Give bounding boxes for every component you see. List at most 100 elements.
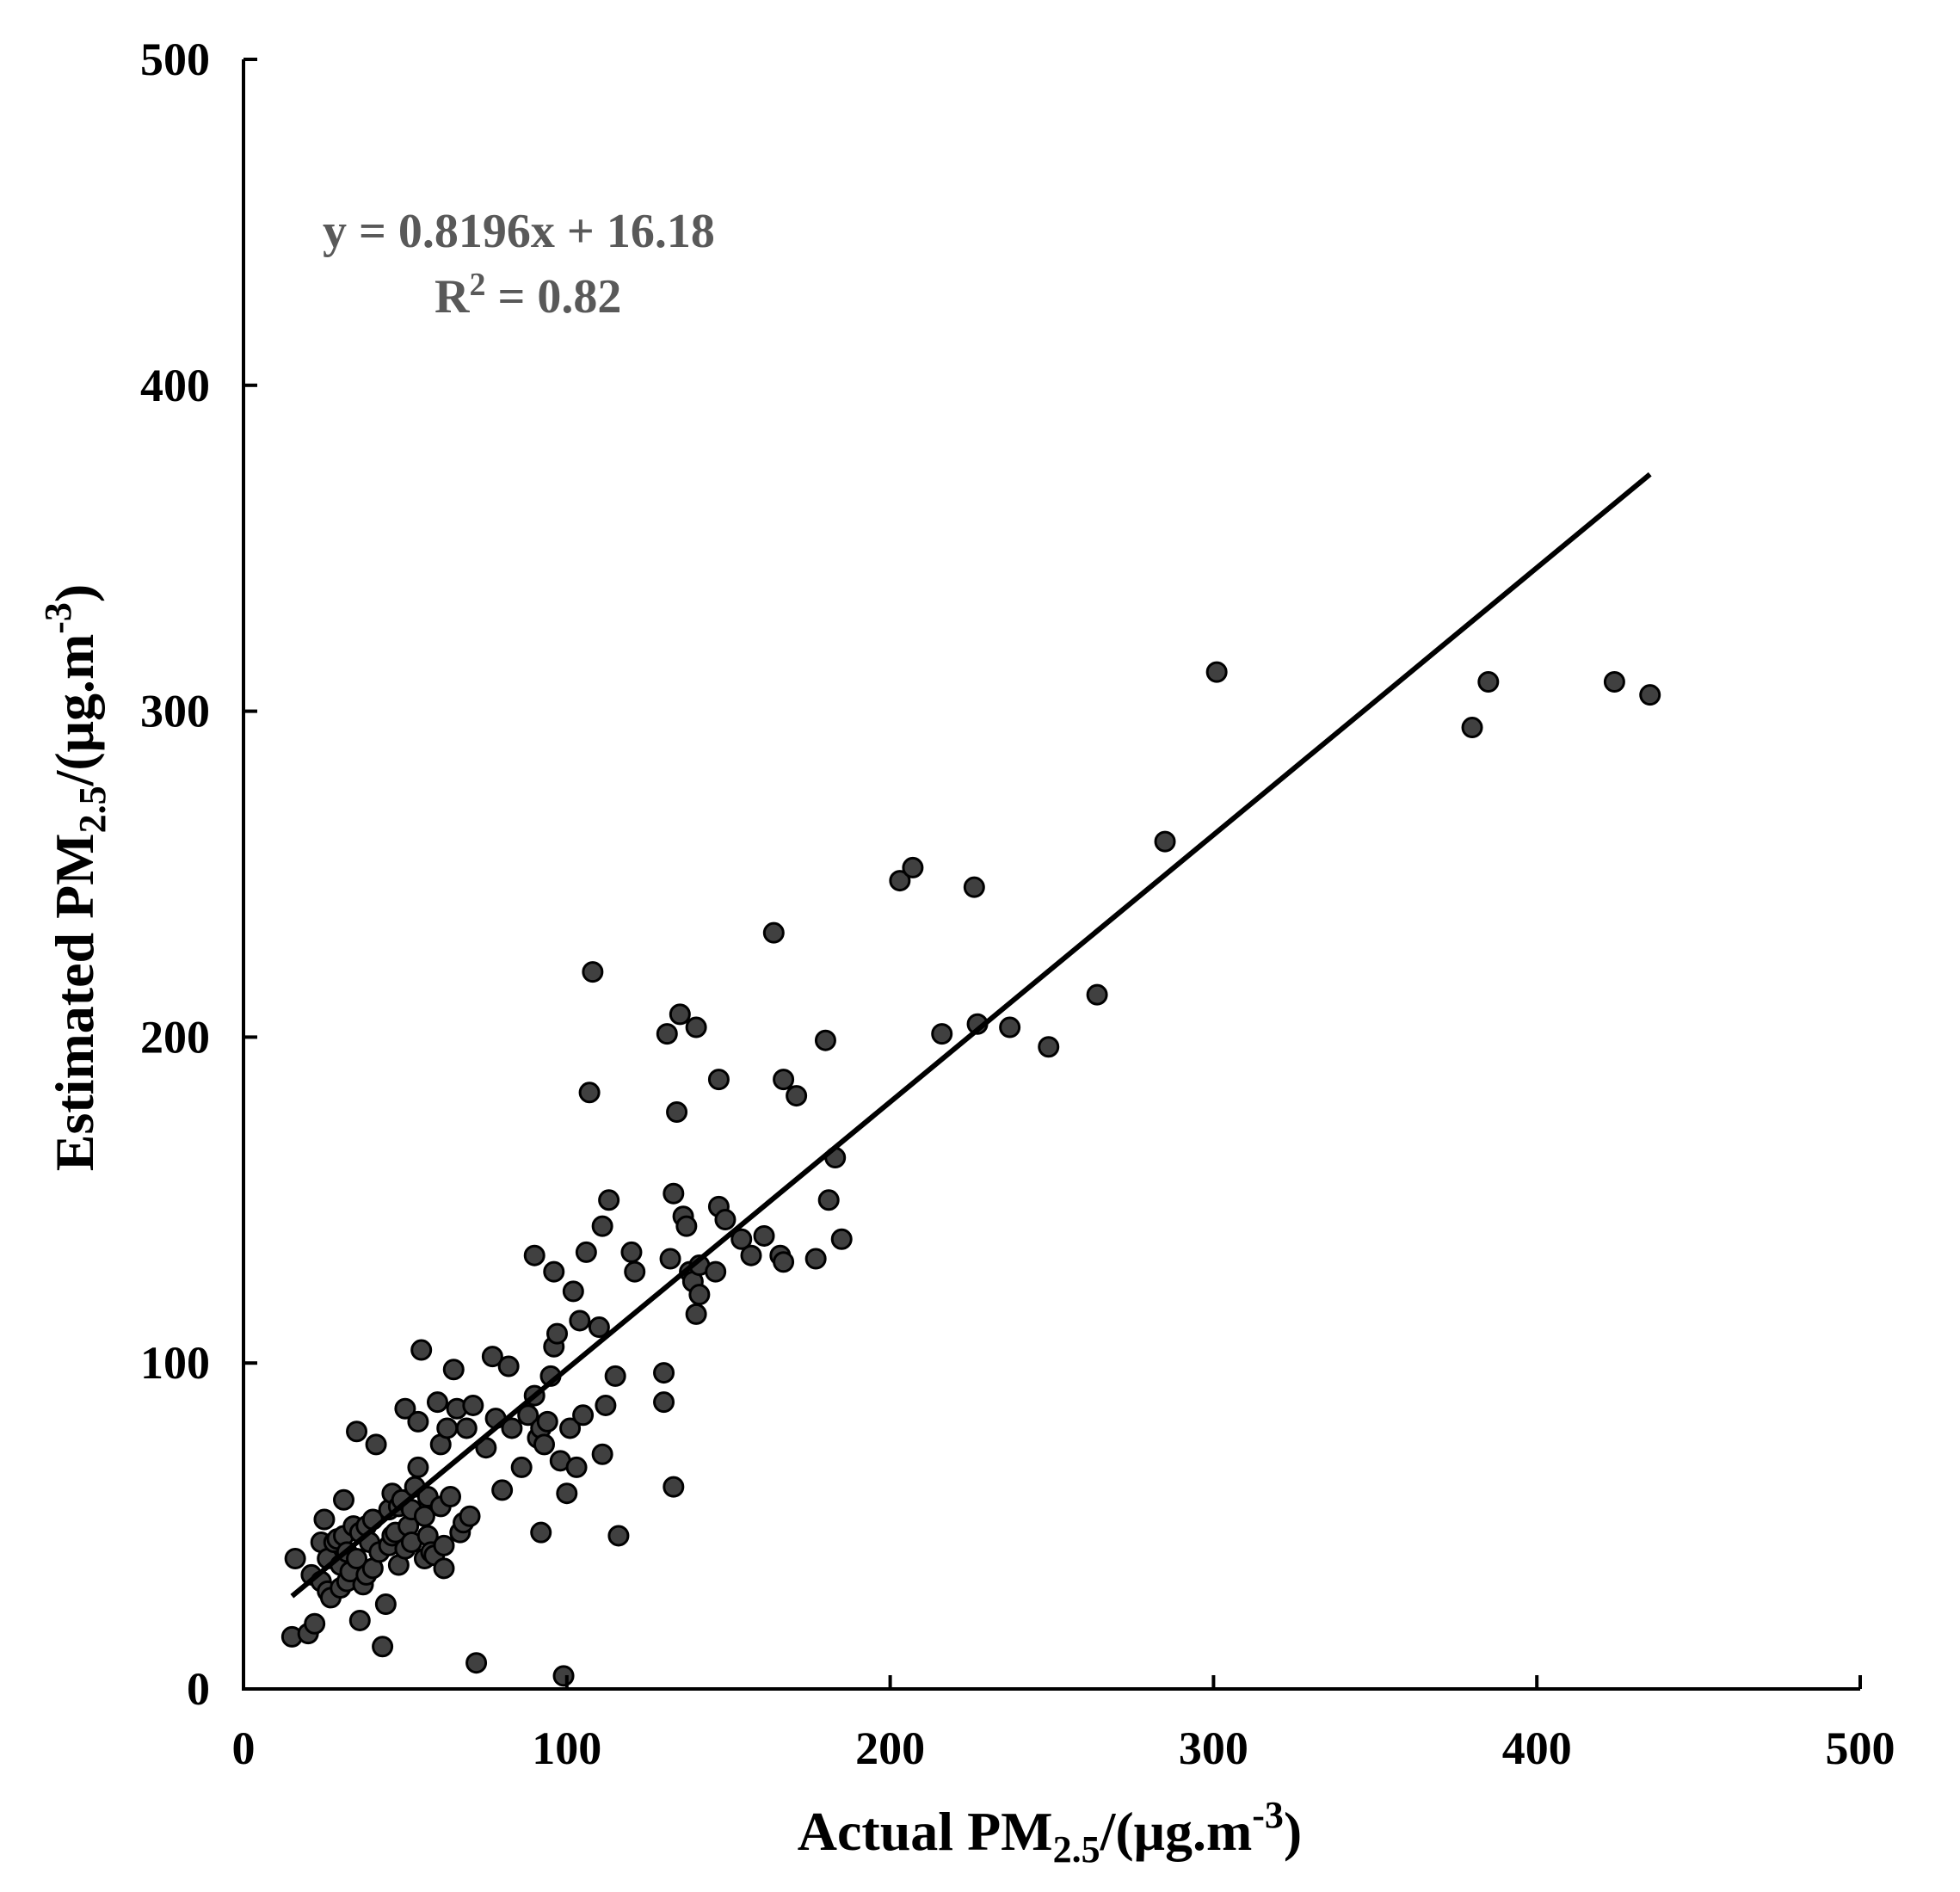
data-point bbox=[999, 1016, 1021, 1038]
data-point bbox=[773, 1069, 795, 1091]
data-point bbox=[714, 1209, 737, 1231]
data-point bbox=[773, 1251, 795, 1273]
data-point bbox=[653, 1362, 675, 1384]
data-point bbox=[582, 961, 604, 983]
y-tick-label: 500 bbox=[140, 34, 210, 85]
x-tick-label: 300 bbox=[1179, 1723, 1248, 1774]
data-point bbox=[740, 1244, 762, 1266]
r-squared-sup: 2 bbox=[469, 267, 485, 303]
data-point bbox=[588, 1316, 610, 1339]
regression-equation: y = 0.8196x + 16.18 bbox=[323, 205, 715, 258]
data-point bbox=[1038, 1036, 1060, 1058]
data-point bbox=[685, 1016, 707, 1038]
data-point bbox=[372, 1636, 394, 1658]
x-tick-label: 500 bbox=[1826, 1723, 1895, 1774]
data-point bbox=[591, 1215, 613, 1237]
data-point bbox=[786, 1085, 808, 1107]
y-tick-label: 300 bbox=[140, 686, 210, 737]
data-point bbox=[552, 1665, 575, 1687]
data-point bbox=[1639, 684, 1661, 706]
data-point bbox=[578, 1082, 601, 1104]
data-point bbox=[510, 1456, 533, 1478]
data-point bbox=[1205, 661, 1228, 683]
data-point bbox=[523, 1244, 545, 1266]
data-point bbox=[565, 1456, 588, 1478]
data-point bbox=[669, 1003, 691, 1026]
data-point bbox=[607, 1525, 630, 1547]
data-point bbox=[762, 921, 785, 944]
data-point bbox=[705, 1260, 727, 1283]
data-point bbox=[543, 1260, 565, 1283]
data-point bbox=[804, 1248, 827, 1270]
data-point bbox=[497, 1355, 520, 1377]
data-point bbox=[465, 1652, 488, 1674]
data-point bbox=[653, 1391, 675, 1414]
data-point bbox=[346, 1421, 368, 1443]
data-point bbox=[559, 1417, 582, 1439]
data-point bbox=[462, 1394, 484, 1416]
x-axis-ticks: 0 100 200 300 400 500 bbox=[232, 1675, 1895, 1774]
r-squared-label: R2 = 0.82 bbox=[435, 267, 621, 324]
data-point bbox=[569, 1310, 591, 1332]
data-point bbox=[604, 1365, 626, 1387]
data-point bbox=[675, 1215, 698, 1237]
data-point bbox=[595, 1394, 617, 1416]
data-point bbox=[624, 1260, 646, 1283]
y-tick-label: 0 bbox=[187, 1663, 210, 1715]
data-point bbox=[931, 1023, 953, 1045]
data-point bbox=[659, 1248, 681, 1270]
data-point bbox=[407, 1410, 429, 1433]
data-point bbox=[284, 1547, 306, 1569]
data-point bbox=[374, 1593, 397, 1616]
data-point bbox=[591, 1443, 613, 1465]
axes bbox=[242, 59, 1860, 1691]
data-point bbox=[1086, 983, 1108, 1006]
data-point bbox=[666, 1101, 688, 1124]
data-point bbox=[426, 1391, 448, 1414]
data-point bbox=[407, 1456, 429, 1478]
data-point bbox=[481, 1346, 503, 1368]
data-point bbox=[530, 1521, 552, 1544]
trendline-group bbox=[290, 471, 1652, 1599]
y-tick-label: 400 bbox=[140, 360, 210, 411]
data-point bbox=[575, 1241, 597, 1263]
data-point bbox=[620, 1241, 643, 1263]
data-point bbox=[656, 1023, 678, 1045]
data-point bbox=[889, 870, 911, 892]
data-point bbox=[546, 1322, 569, 1345]
data-point bbox=[313, 1508, 336, 1531]
data-point bbox=[517, 1404, 539, 1427]
x-tick-label: 400 bbox=[1502, 1723, 1572, 1774]
data-point bbox=[394, 1397, 416, 1420]
data-point bbox=[1603, 671, 1625, 693]
r-squared-prefix: R bbox=[435, 270, 470, 324]
y-tick-label: 200 bbox=[140, 1011, 210, 1063]
y-axis-ticks: 0 100 200 300 400 500 bbox=[140, 34, 257, 1715]
data-point bbox=[572, 1404, 595, 1427]
r-squared-value: = 0.82 bbox=[485, 270, 621, 324]
data-point bbox=[963, 876, 985, 898]
data-point bbox=[304, 1612, 326, 1635]
data-point bbox=[332, 1488, 354, 1511]
data-point bbox=[1461, 717, 1483, 739]
data-point bbox=[598, 1189, 620, 1211]
x-tick-label: 0 bbox=[232, 1723, 256, 1774]
trendline bbox=[290, 471, 1652, 1599]
data-point bbox=[533, 1433, 555, 1456]
data-point bbox=[442, 1359, 465, 1381]
data-point bbox=[663, 1476, 685, 1498]
data-point bbox=[455, 1417, 478, 1439]
data-point bbox=[436, 1417, 459, 1439]
data-point bbox=[410, 1339, 433, 1361]
data-point bbox=[814, 1029, 836, 1051]
x-axis-title: Actual PM2.5/(μg.m-3) bbox=[798, 1794, 1302, 1870]
data-point bbox=[346, 1547, 368, 1569]
data-point bbox=[688, 1284, 711, 1306]
data-point bbox=[556, 1482, 578, 1505]
data-point bbox=[663, 1182, 685, 1205]
data-point bbox=[730, 1228, 753, 1250]
data-point bbox=[440, 1486, 462, 1508]
data-point bbox=[707, 1069, 730, 1091]
data-point bbox=[536, 1410, 558, 1433]
